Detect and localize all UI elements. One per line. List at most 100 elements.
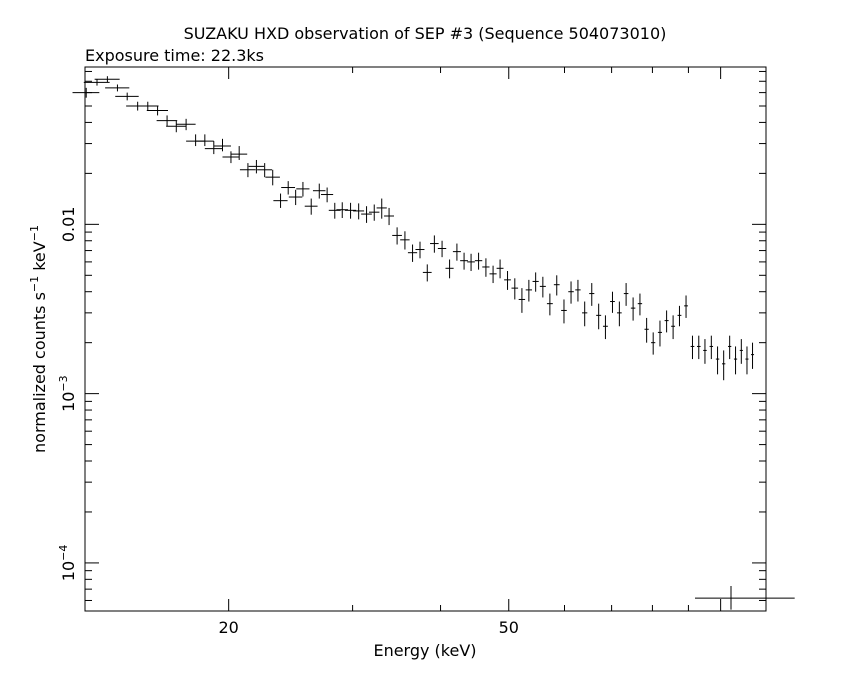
data-point bbox=[657, 320, 663, 347]
data-point bbox=[460, 252, 468, 270]
data-point bbox=[582, 301, 588, 327]
data-point bbox=[644, 317, 649, 343]
data-point bbox=[136, 101, 159, 111]
data-point bbox=[204, 141, 223, 155]
data-point bbox=[664, 310, 669, 333]
axis-ticks bbox=[85, 67, 766, 611]
data-point bbox=[474, 252, 483, 270]
data-point bbox=[539, 276, 546, 298]
axis-tick-labels: 20 50 0.01 10−3 10−4 bbox=[57, 207, 519, 637]
data-point bbox=[703, 339, 707, 364]
data-point bbox=[610, 291, 615, 313]
data-point bbox=[353, 203, 365, 220]
data-point bbox=[312, 183, 326, 199]
data-point bbox=[94, 76, 120, 83]
data-point bbox=[739, 339, 743, 364]
data-point bbox=[415, 241, 425, 259]
data-point bbox=[546, 293, 553, 316]
chart-subtitle: Exposure time: 22.3ks bbox=[85, 46, 264, 65]
y-axis-label-exp1: −1 bbox=[28, 276, 41, 292]
data-point bbox=[568, 281, 574, 304]
data-point bbox=[72, 87, 100, 98]
data-point bbox=[677, 305, 682, 327]
data-point bbox=[105, 84, 130, 92]
data-point bbox=[376, 198, 387, 219]
data-point bbox=[715, 346, 720, 375]
data-point bbox=[213, 138, 231, 152]
data-point bbox=[745, 346, 749, 375]
data-point bbox=[561, 299, 567, 324]
data-point bbox=[222, 151, 240, 164]
x-axis-label: Energy (keV) bbox=[373, 641, 476, 660]
data-point bbox=[651, 332, 656, 355]
data-point bbox=[496, 259, 504, 279]
data-point bbox=[288, 189, 303, 206]
data-point bbox=[684, 295, 688, 318]
data-point bbox=[623, 283, 629, 306]
data-point bbox=[602, 315, 608, 340]
data-point bbox=[407, 244, 418, 262]
data-point bbox=[248, 159, 264, 174]
y-axis-label-main: normalized counts s bbox=[30, 292, 49, 453]
data-point bbox=[751, 342, 755, 369]
data-point bbox=[518, 288, 526, 313]
data-point bbox=[422, 264, 432, 282]
data-point bbox=[257, 163, 273, 178]
data-point bbox=[596, 303, 602, 330]
data-point bbox=[489, 265, 497, 284]
data-points bbox=[72, 76, 755, 381]
data-point bbox=[482, 258, 490, 277]
data-point bbox=[722, 350, 726, 381]
data-point bbox=[452, 243, 461, 261]
y-axis-label: normalized counts s−1 keV−1 bbox=[28, 225, 49, 453]
data-point bbox=[273, 193, 288, 208]
data-point bbox=[709, 335, 714, 360]
data-point bbox=[384, 207, 394, 226]
data-point bbox=[156, 115, 178, 127]
data-point bbox=[304, 198, 318, 215]
scale-marker bbox=[695, 586, 795, 610]
x-tick-label: 50 bbox=[499, 618, 519, 637]
y-tick-label: 10−3 bbox=[57, 375, 78, 412]
data-point bbox=[83, 79, 110, 86]
y-tick-label: 0.01 bbox=[59, 207, 78, 243]
data-point bbox=[504, 271, 511, 290]
data-point bbox=[176, 118, 196, 131]
data-point bbox=[281, 181, 296, 195]
data-point bbox=[733, 346, 738, 375]
data-point bbox=[195, 134, 214, 147]
data-point bbox=[239, 163, 256, 178]
data-point bbox=[361, 206, 372, 223]
data-point bbox=[265, 169, 280, 186]
data-point bbox=[728, 335, 732, 360]
plot-frame bbox=[84, 66, 767, 612]
data-point bbox=[589, 283, 595, 306]
data-point bbox=[630, 297, 636, 321]
data-point bbox=[532, 272, 539, 292]
data-point bbox=[690, 335, 695, 360]
y-axis-label-unit: keV bbox=[30, 241, 49, 276]
data-point bbox=[296, 181, 310, 197]
data-point bbox=[437, 240, 447, 258]
data-point bbox=[696, 335, 701, 360]
y-tick-label: 10−4 bbox=[57, 545, 78, 582]
data-point bbox=[186, 134, 205, 147]
data-point bbox=[328, 202, 341, 219]
data-point bbox=[553, 275, 560, 296]
data-point bbox=[368, 204, 380, 221]
data-point bbox=[671, 315, 676, 340]
data-point bbox=[115, 92, 139, 101]
x-tick-label: 20 bbox=[218, 618, 238, 637]
data-point bbox=[575, 279, 581, 302]
data-point bbox=[344, 202, 357, 219]
data-point bbox=[146, 106, 169, 116]
data-point bbox=[230, 146, 248, 160]
data-point bbox=[617, 301, 622, 327]
data-point bbox=[166, 120, 187, 133]
data-point bbox=[320, 187, 334, 203]
chart-title: SUZAKU HXD observation of SEP #3 (Sequen… bbox=[184, 24, 667, 43]
data-point bbox=[392, 227, 402, 245]
data-point bbox=[511, 278, 519, 300]
y-axis-label-exp2: −1 bbox=[28, 225, 41, 241]
